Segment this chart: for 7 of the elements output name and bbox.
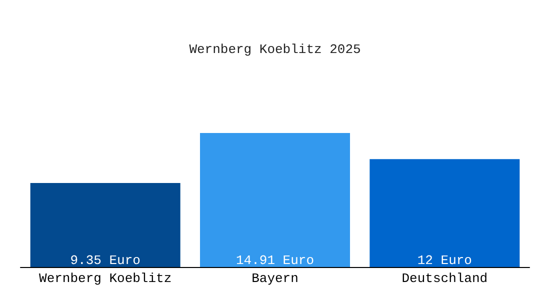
x-tick-label: Deutschland: [402, 271, 488, 286]
chart-title: Wernberg Koeblitz 2025: [189, 42, 361, 57]
data-label: 9.35 Euro: [70, 253, 140, 268]
data-label: 12 Euro: [417, 253, 472, 268]
x-tick-label: Bayern: [252, 271, 298, 286]
x-tick-label: Wernberg Koeblitz: [39, 271, 172, 286]
data-label: 14.91 Euro: [236, 253, 314, 268]
